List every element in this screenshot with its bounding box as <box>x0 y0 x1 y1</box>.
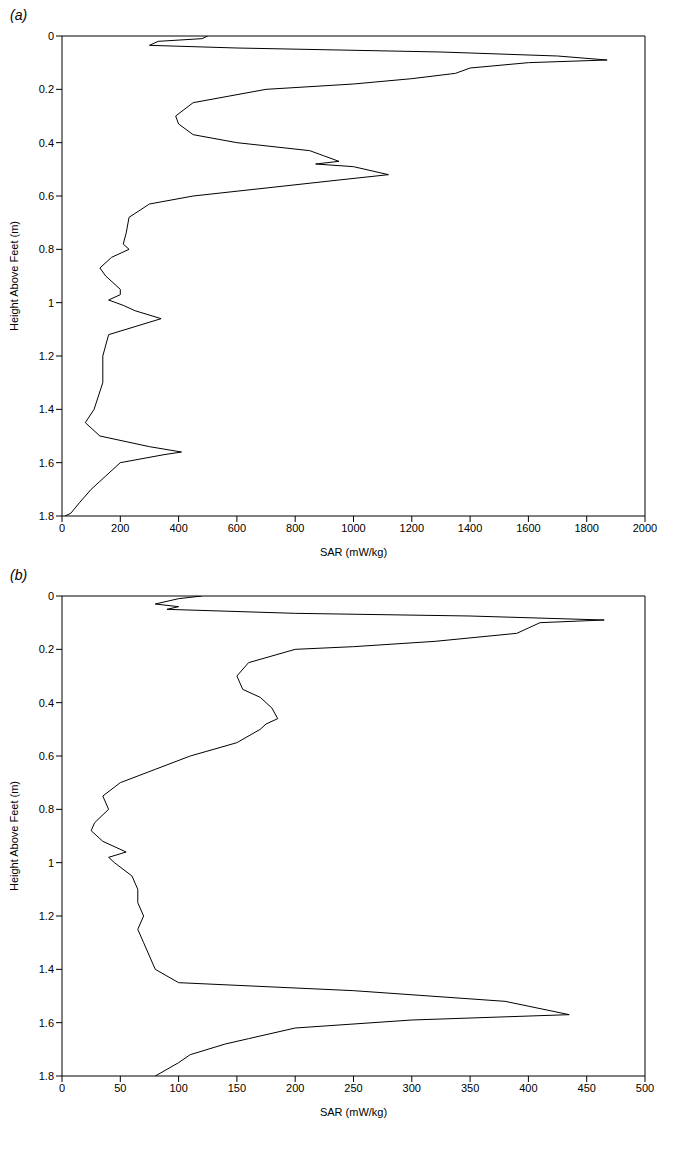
svg-text:800: 800 <box>286 522 304 534</box>
svg-text:0.2: 0.2 <box>39 83 54 95</box>
svg-text:500: 500 <box>636 1082 654 1094</box>
svg-text:0: 0 <box>59 522 65 534</box>
svg-text:0: 0 <box>59 1082 65 1094</box>
svg-text:1: 1 <box>48 297 54 309</box>
svg-text:1400: 1400 <box>458 522 482 534</box>
svg-text:1.6: 1.6 <box>39 1017 54 1029</box>
svg-text:600: 600 <box>228 522 246 534</box>
html-text:(b): (b) <box>10 567 28 583</box>
svg-text:0.2: 0.2 <box>39 643 54 655</box>
svg-text:1.8: 1.8 <box>39 510 54 522</box>
svg-text:300: 300 <box>403 1082 421 1094</box>
svg-text:2000: 2000 <box>633 522 657 534</box>
svg-text:1.6: 1.6 <box>39 457 54 469</box>
svg-text:1.4: 1.4 <box>39 963 54 975</box>
svg-text:1.8: 1.8 <box>39 1070 54 1082</box>
svg-text:1: 1 <box>48 857 54 869</box>
svg-text:0.4: 0.4 <box>39 137 54 149</box>
svg-text:1000: 1000 <box>341 522 365 534</box>
svg-text:400: 400 <box>169 522 187 534</box>
svg-text:100: 100 <box>169 1082 187 1094</box>
svg-text:0.6: 0.6 <box>39 190 54 202</box>
svg-text:0: 0 <box>48 590 54 602</box>
svg-text:150: 150 <box>228 1082 246 1094</box>
svg-text:1.2: 1.2 <box>39 350 54 362</box>
svg-text:1.4: 1.4 <box>39 403 54 415</box>
html-text:(a): (a) <box>10 7 28 23</box>
svg-text:200: 200 <box>286 1082 304 1094</box>
svg-text:Height Above Feet (m): Height Above Feet (m) <box>8 781 20 891</box>
svg-text:0.6: 0.6 <box>39 750 54 762</box>
svg-text:SAR (mW/kg): SAR (mW/kg) <box>320 546 387 558</box>
svg-text:350: 350 <box>461 1082 479 1094</box>
svg-text:0.8: 0.8 <box>39 803 54 815</box>
svg-text:200: 200 <box>111 522 129 534</box>
svg-text:Height Above Feet (m): Height Above Feet (m) <box>8 221 20 331</box>
svg-text:450: 450 <box>578 1082 596 1094</box>
svg-text:SAR (mW/kg): SAR (mW/kg) <box>320 1106 387 1118</box>
svg-text:1200: 1200 <box>400 522 424 534</box>
svg-text:250: 250 <box>344 1082 362 1094</box>
svg-text:0.8: 0.8 <box>39 243 54 255</box>
svg-text:1600: 1600 <box>516 522 540 534</box>
svg-text:1800: 1800 <box>574 522 598 534</box>
svg-text:0: 0 <box>48 30 54 42</box>
svg-text:50: 50 <box>114 1082 126 1094</box>
svg-text:1.2: 1.2 <box>39 910 54 922</box>
svg-text:0.4: 0.4 <box>39 697 54 709</box>
svg-text:400: 400 <box>519 1082 537 1094</box>
